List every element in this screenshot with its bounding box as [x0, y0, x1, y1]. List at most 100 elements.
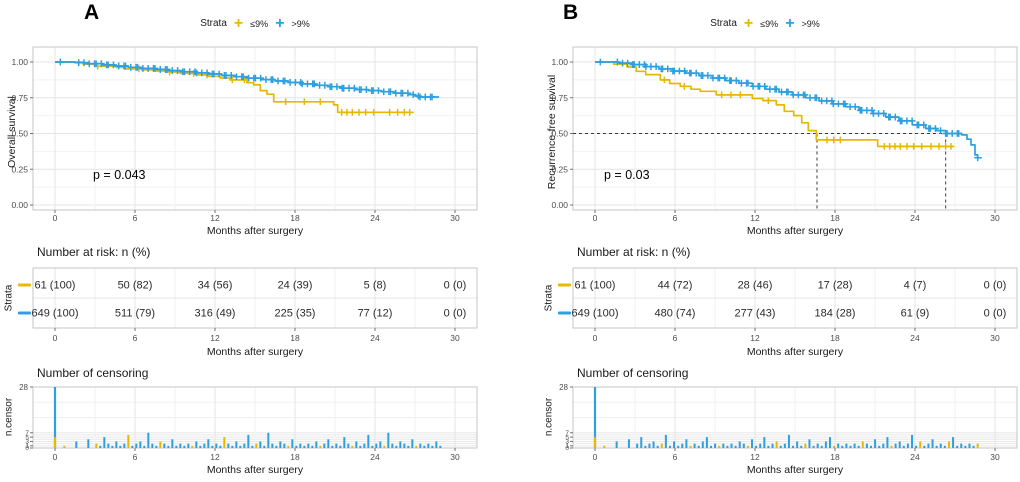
x-tick-label: 12 [750, 333, 760, 343]
censor-mark [406, 108, 414, 116]
censor-bar [927, 443, 930, 448]
censor-bar [191, 445, 194, 448]
censor-mark [721, 74, 729, 82]
risk-table-border [572, 267, 1018, 329]
censor-bar [779, 445, 782, 448]
censor-bar [423, 445, 426, 448]
censor-bar [171, 439, 174, 448]
legend-label-gt9: >9% [291, 18, 310, 29]
censor-mark [122, 62, 129, 70]
risk-row-marker [558, 311, 571, 315]
censor-bar [701, 441, 704, 448]
censor-spike-blue [53, 386, 57, 448]
censor-bar [335, 443, 338, 448]
censor-spike-blue [593, 386, 597, 448]
censor-mark [704, 72, 712, 79]
risk-row-marker [18, 283, 31, 287]
censor-bar [878, 445, 881, 448]
censor-bar [820, 445, 823, 448]
censor-bar [718, 445, 721, 448]
censor-bar [681, 443, 684, 448]
censor-bar [195, 441, 198, 448]
censor-bar [379, 441, 382, 448]
censor-bar [976, 443, 979, 448]
risk-value: 0 (0) [444, 280, 467, 292]
censor-bar [775, 441, 778, 448]
x-tick-label: 24 [370, 213, 380, 223]
risk-table-title: Number at risk: n (%) [37, 245, 151, 259]
plus-marker-icon: + [233, 14, 244, 32]
censor-mark [910, 142, 918, 150]
p-value: p = 0.03 [604, 168, 650, 182]
censor-mark [215, 70, 223, 78]
censor-bar [915, 445, 918, 448]
censor-bar [267, 432, 270, 448]
censor-mark [908, 117, 916, 125]
censor-mark [227, 72, 235, 79]
censor-bar [960, 443, 963, 448]
censor-mark [727, 91, 735, 99]
x-tick-label: 24 [370, 333, 380, 343]
censor-bar [123, 443, 126, 448]
censor-mark [918, 142, 926, 150]
censor-bar [139, 441, 142, 448]
censor-mark [664, 65, 672, 73]
censor-mark [903, 142, 911, 150]
censor-mark [282, 98, 290, 106]
risk-value: 61 (9) [901, 308, 930, 320]
censor-bar [203, 443, 206, 448]
censor-mark [932, 125, 939, 132]
censor-y-tick-label: 0 [25, 445, 29, 452]
censor-mark [409, 91, 417, 99]
censor-mark [348, 108, 356, 116]
risk-value: 34 (56) [198, 280, 233, 292]
censor-bar [685, 439, 688, 448]
censor-mark [310, 80, 318, 88]
risk-value: 0 (0) [444, 308, 467, 320]
censor-bar [367, 434, 370, 448]
censor-mark [228, 76, 236, 84]
censor-bar [239, 445, 242, 448]
censor-bar [865, 443, 868, 448]
censor-bar [127, 434, 130, 448]
censor-bar [147, 432, 150, 448]
censor-bar [351, 445, 354, 448]
censor-mark [761, 82, 769, 90]
censor-bar [787, 434, 790, 448]
censor-bar [155, 445, 158, 448]
censor-spike-yellow [53, 437, 57, 448]
censor-bar [291, 439, 294, 448]
risk-value: 77 (12) [358, 308, 393, 320]
censor-bar [849, 445, 852, 448]
censor-mark [333, 83, 341, 91]
censor-bar [431, 445, 434, 448]
censor-mark [163, 66, 171, 73]
censor-bar [255, 443, 258, 448]
censor-bar [119, 445, 122, 448]
censor-mark [394, 108, 402, 116]
risk-value: 649 (100) [571, 308, 618, 320]
censor-bar [943, 445, 946, 448]
censor-bar [311, 445, 314, 448]
censor-bar [919, 441, 922, 448]
plus-marker-icon: + [785, 14, 795, 32]
censor-bar [371, 445, 374, 448]
censor-bar [804, 443, 807, 448]
censor-bar [103, 437, 106, 448]
x-axis-title: Months after surgery [746, 346, 844, 358]
censor-mark [718, 91, 726, 99]
x-tick-label: 18 [830, 213, 840, 223]
censor-bar [751, 439, 754, 448]
censor-bar [247, 434, 250, 448]
censor-bar [111, 445, 114, 448]
censor-bar [853, 443, 856, 448]
censor-bar [403, 443, 406, 448]
censor-bar [648, 443, 651, 448]
censor-bar [722, 443, 725, 448]
risk-table-title: Number at risk: n (%) [577, 245, 691, 259]
censor-bar [833, 445, 836, 448]
legend-title: Strata [710, 18, 737, 29]
x-axis-title: Months after surgery [206, 346, 304, 358]
censor-mark [891, 113, 899, 121]
censor-bar [63, 445, 66, 448]
